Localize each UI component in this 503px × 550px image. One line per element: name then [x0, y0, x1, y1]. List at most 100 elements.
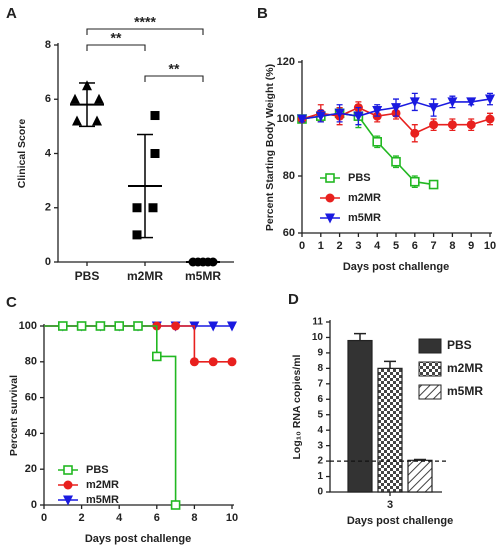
- marker: [391, 156, 401, 167]
- marker: [63, 465, 73, 475]
- y-tick-label: 60: [25, 392, 37, 404]
- marker: [133, 321, 143, 331]
- y-tick-label: 4: [317, 425, 323, 436]
- y-tick-label: 6: [317, 394, 323, 405]
- marker: [325, 213, 335, 224]
- marker: [170, 500, 181, 510]
- marker: [428, 103, 439, 114]
- panel-letter: B: [257, 5, 268, 22]
- x-tick-label: PBS: [75, 269, 100, 283]
- x-axis-label: Days post challenge: [347, 515, 453, 527]
- marker: [315, 111, 326, 122]
- marker: [150, 111, 160, 121]
- marker: [325, 193, 335, 203]
- marker: [92, 115, 102, 126]
- y-tick-label: 20: [25, 463, 37, 475]
- significance-label: ****: [134, 14, 156, 30]
- error-bar: [384, 360, 396, 369]
- marker: [447, 120, 457, 130]
- marker: [372, 105, 383, 116]
- legend-label: m2MR: [86, 479, 119, 491]
- x-tick-label: 7: [431, 240, 437, 252]
- marker: [334, 108, 345, 119]
- x-axis-label: Days post challenge: [85, 533, 191, 545]
- y-tick-label: 6: [45, 93, 51, 105]
- x-tick-label: 8: [191, 512, 197, 524]
- marker: [208, 357, 218, 367]
- x-tick-label: 4: [116, 512, 123, 524]
- significance-bracket: [144, 75, 204, 82]
- marker: [148, 203, 158, 213]
- marker: [189, 357, 199, 367]
- x-tick-label: 3: [387, 499, 393, 511]
- marker: [70, 93, 80, 104]
- y-tick-label: 5: [317, 409, 323, 420]
- axis-line: [301, 60, 492, 234]
- marker: [114, 321, 124, 331]
- y-tick-label: 100: [277, 113, 295, 125]
- y-tick-label: 0: [317, 487, 323, 498]
- marker: [76, 321, 87, 331]
- panel-letter: C: [6, 294, 17, 311]
- x-tick-label: 4: [374, 240, 381, 252]
- significance-label: **: [169, 61, 180, 77]
- x-tick-label: 5: [393, 240, 399, 252]
- marker: [466, 120, 476, 130]
- marker: [227, 357, 237, 367]
- significance-label: **: [111, 30, 122, 46]
- series-line: [44, 325, 177, 505]
- marker: [409, 176, 420, 187]
- marker: [171, 321, 181, 331]
- legend-label: PBS: [447, 338, 472, 352]
- legend-swatch: [418, 361, 442, 377]
- x-tick-label: m2MR: [127, 269, 163, 283]
- y-tick-label: 120: [277, 56, 295, 68]
- marker: [63, 480, 73, 490]
- marker: [152, 351, 162, 362]
- marker: [353, 111, 364, 122]
- x-axis-label: Days post challenge: [343, 261, 449, 273]
- y-axis-label: Log₁₀ RNA copies/ml: [291, 354, 303, 459]
- x-tick-label: 9: [468, 240, 474, 252]
- marker: [132, 203, 142, 213]
- bar: [347, 339, 373, 493]
- y-tick-label: 7: [317, 378, 323, 389]
- legend-label: m5MR: [86, 494, 119, 506]
- y-tick-label: 8: [45, 39, 51, 51]
- x-tick-label: 6: [154, 512, 160, 524]
- bar: [407, 459, 433, 493]
- marker: [208, 321, 219, 332]
- marker: [132, 230, 142, 240]
- x-tick-label: 10: [226, 512, 238, 524]
- y-tick-label: 0: [31, 499, 37, 511]
- legend-label: PBS: [86, 464, 109, 476]
- x-tick-label: 3: [355, 240, 361, 252]
- y-tick-label: 9: [317, 348, 323, 359]
- y-tick-label: 10: [312, 332, 324, 343]
- panel-letter: A: [6, 5, 17, 22]
- legend-label: m5MR: [447, 384, 483, 398]
- marker: [94, 93, 104, 104]
- legend-label: m2MR: [348, 192, 381, 204]
- y-axis-label: Percent Starting Body Weight (%): [264, 64, 276, 231]
- y-tick-label: 2: [317, 456, 323, 467]
- marker: [95, 321, 106, 331]
- error-bar: [354, 332, 366, 341]
- marker: [409, 97, 420, 108]
- x-tick-label: 10: [484, 240, 496, 252]
- marker: [428, 179, 439, 190]
- x-tick-label: 2: [79, 512, 85, 524]
- y-tick-label: 0: [45, 256, 51, 268]
- marker: [72, 115, 82, 126]
- y-axis-label: Percent survival: [8, 375, 20, 456]
- y-tick-label: 2: [45, 202, 51, 214]
- y-tick-label: 4: [45, 147, 52, 159]
- marker: [410, 128, 420, 138]
- x-tick-label: 2: [337, 240, 343, 252]
- legend-swatch: [418, 338, 442, 354]
- marker: [63, 495, 73, 506]
- bar: [377, 367, 403, 493]
- significance-bracket: [86, 28, 204, 35]
- y-tick-label: 60: [283, 227, 295, 239]
